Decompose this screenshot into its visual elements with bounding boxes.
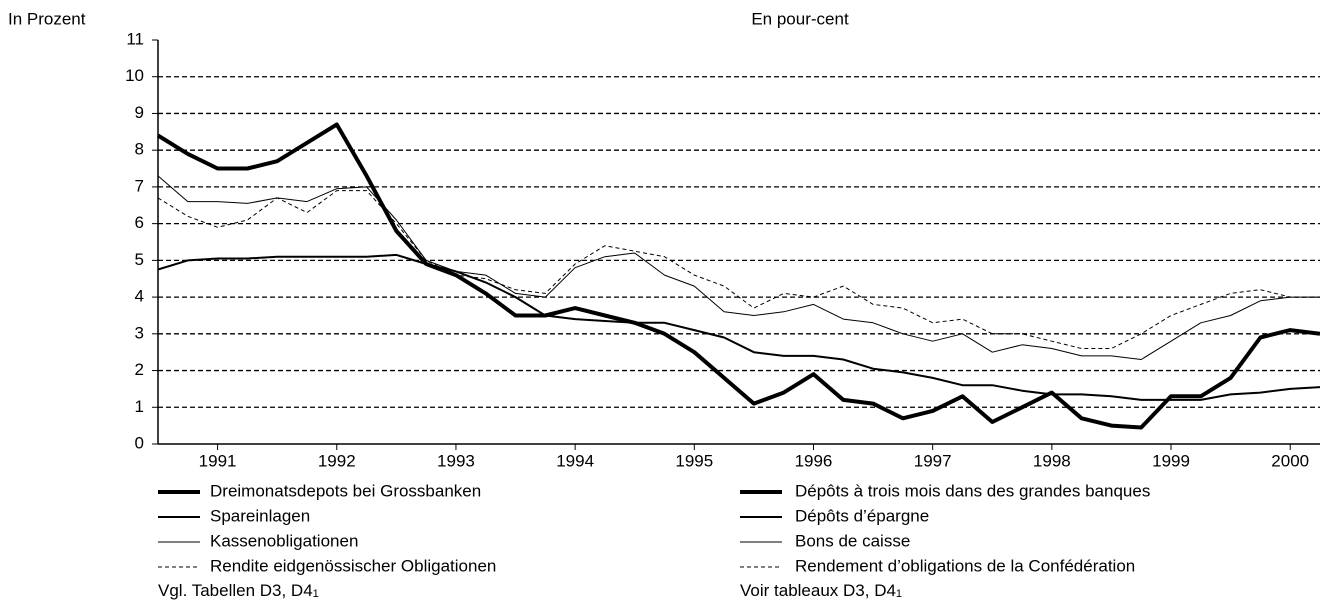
legend-label: Spareinlagen [210,506,310,525]
x-tick-label: 1998 [1033,451,1071,470]
y-axis-label-fr: En pour-cent [751,9,849,28]
note-fr: Voir tableaux D3, D41 [740,581,902,600]
y-tick-label: 8 [135,140,144,159]
y-tick-label: 4 [135,287,144,306]
x-tick-label: 1995 [675,451,713,470]
legend-label: Dépôts à trois mois dans des grandes ban… [795,481,1150,500]
note-mark-fr: 1 [896,588,902,600]
legend-label: Bons de caisse [795,531,910,550]
y-tick-label: 1 [135,397,144,416]
y-tick-label: 3 [135,323,144,342]
y-tick-label: 10 [125,66,144,85]
y-tick-label: 6 [135,213,144,232]
note-text-fr: Voir tableaux D3, D4 [740,581,896,600]
series-line [156,122,1320,430]
y-tick-label: 0 [135,433,144,452]
note: Vgl. Tabellen D3, D41 [158,581,319,600]
x-tick-label: 1993 [437,451,475,470]
series-line [157,253,1320,401]
y-tick-label: 11 [126,29,144,48]
x-tick-label: 1997 [914,451,952,470]
x-tick-label: 1991 [199,451,237,470]
x-tick-label: 2000 [1271,451,1309,470]
y-tick-label: 2 [135,360,144,379]
note-mark: 1 [313,588,319,600]
note-text: Vgl. Tabellen D3, D4 [158,581,313,600]
legend-label: Kassenobligationen [210,531,358,550]
y-axis-label: In Prozent [8,9,86,28]
legend-label: Rendement d’obligations de la Confédérat… [795,556,1135,575]
legend-label: Dreimonatsdepots bei Grossbanken [210,481,481,500]
series-line [157,175,1320,360]
series-line [157,190,1320,349]
x-tick-label: 1999 [1152,451,1190,470]
legend-label: Rendite eidgenössischer Obligationen [210,556,496,575]
x-tick-label: 1992 [318,451,356,470]
y-tick-label: 9 [135,103,144,122]
y-tick-label: 5 [135,250,144,269]
y-tick-label: 7 [135,176,144,195]
legend-label: Dépôts d’épargne [795,506,929,525]
x-tick-label: 1994 [556,451,594,470]
x-tick-label: 1996 [795,451,833,470]
